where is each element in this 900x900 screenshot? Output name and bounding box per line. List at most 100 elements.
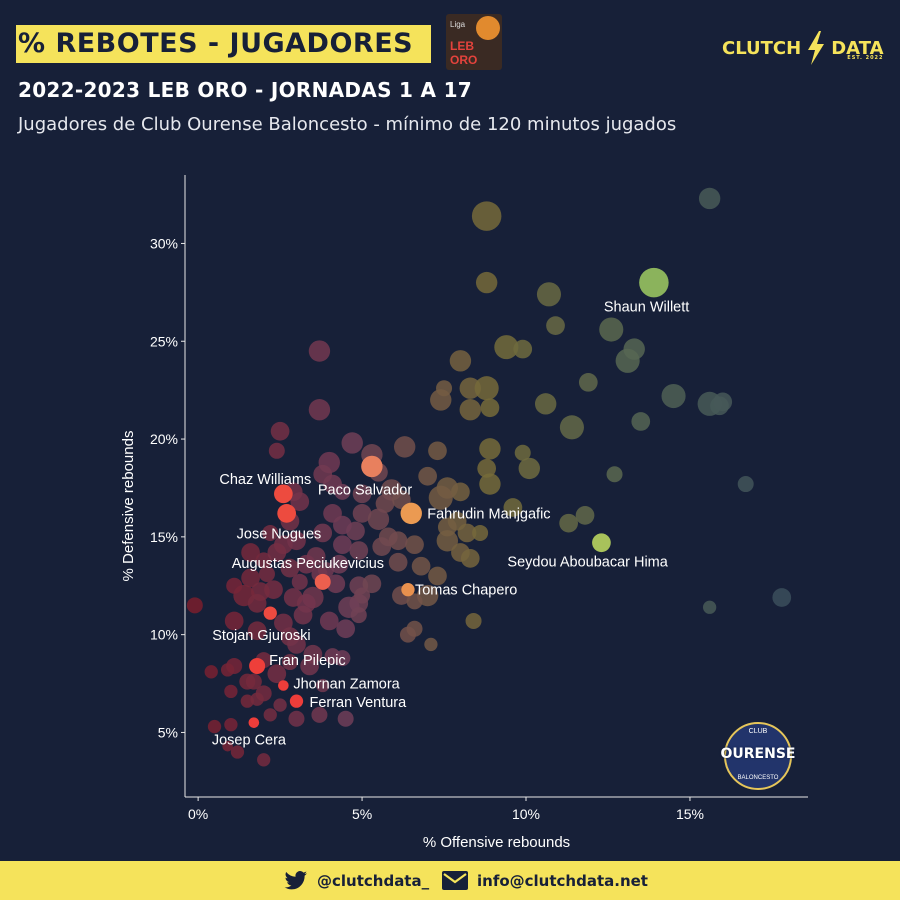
player-label: Shaun Willett xyxy=(604,300,689,316)
y-axis-label: % Defensive rebounds xyxy=(120,431,137,582)
data-point xyxy=(372,537,392,556)
data-point xyxy=(362,574,382,594)
data-point xyxy=(399,626,416,643)
y-tick-label: 15% xyxy=(150,529,178,545)
mail-icon xyxy=(442,871,468,890)
data-point xyxy=(291,573,308,590)
data-point xyxy=(268,442,285,459)
data-point xyxy=(224,684,238,699)
club-logo-name: OURENSE xyxy=(720,746,796,762)
data-point xyxy=(546,316,565,335)
data-point xyxy=(578,372,598,392)
data-point xyxy=(393,436,416,458)
data-point xyxy=(313,464,333,484)
data-point xyxy=(308,340,331,362)
data-point xyxy=(459,399,481,421)
data-point xyxy=(258,566,275,583)
data-point xyxy=(230,745,245,759)
data-point xyxy=(329,554,349,574)
highlighted-point xyxy=(592,533,611,553)
axes-layer: 5% 10% 15% 20% 25% 30% 0% 5% 10% 15% % Offensive r… xyxy=(120,175,808,851)
data-point xyxy=(336,619,356,639)
data-point xyxy=(424,637,438,652)
data-point xyxy=(518,457,540,480)
data-point xyxy=(437,517,457,537)
chart-title: % REBOTES - JUGADORES xyxy=(16,25,431,63)
data-point xyxy=(449,350,472,372)
data-point xyxy=(477,459,497,478)
data-point xyxy=(472,524,489,541)
x-tick-label: 5% xyxy=(352,806,372,822)
data-point xyxy=(334,483,351,500)
data-point xyxy=(288,710,305,727)
data-point xyxy=(575,505,595,525)
highlighted-point xyxy=(401,583,415,597)
player-label: Chaz Williams xyxy=(219,472,311,488)
highlighted-point xyxy=(278,680,289,691)
player-label: Jose Nogues xyxy=(237,526,322,542)
data-point xyxy=(465,612,482,629)
chart-subtitle: 2022-2023 LEB ORO - JORNADAS 1 A 17 xyxy=(18,78,472,102)
footer: @clutchdata_ info@clutchdata.net xyxy=(0,861,900,900)
data-point xyxy=(406,593,423,610)
data-point xyxy=(224,611,244,631)
club-logo-top: CLUB xyxy=(748,728,768,735)
data-point xyxy=(352,484,372,504)
data-point xyxy=(418,466,437,486)
clutch-data-logo: CLUTCH DATA EST. 2022 xyxy=(722,31,884,65)
y-tick-label: 10% xyxy=(150,627,178,643)
highlighted-point xyxy=(400,502,422,525)
y-tick-label: 5% xyxy=(158,724,178,740)
player-label: Fran Pilepic xyxy=(269,653,346,669)
data-point xyxy=(293,605,313,625)
data-point xyxy=(536,282,562,307)
data-point xyxy=(204,665,218,679)
y-tick-label: 30% xyxy=(150,235,178,251)
player-label: Ferran Ventura xyxy=(309,695,407,711)
data-point xyxy=(308,399,331,421)
data-point xyxy=(323,504,342,523)
data-point xyxy=(606,466,623,483)
data-point xyxy=(313,523,333,543)
liga-logo-line2: LEB ORO xyxy=(450,39,478,67)
data-point xyxy=(257,753,271,767)
data-point xyxy=(296,554,316,574)
data-point xyxy=(333,535,352,555)
data-point xyxy=(713,392,733,412)
others-layer xyxy=(186,187,792,767)
data-point xyxy=(661,383,686,409)
player-label: Jhornan Zamora xyxy=(293,677,400,693)
liga-logo-line1: Liga xyxy=(450,20,466,29)
twitter-handle-text: @clutchdata_ xyxy=(317,871,430,890)
data-point xyxy=(290,492,310,511)
player-label: Josep Cera xyxy=(212,733,287,749)
data-point xyxy=(475,271,498,294)
data-point xyxy=(436,530,459,552)
data-point xyxy=(283,588,303,607)
brand-right: DATA xyxy=(831,37,884,59)
data-point xyxy=(503,498,523,517)
data-point xyxy=(513,339,533,359)
player-label: Augustas Peciukevicius xyxy=(232,556,384,572)
y-tick-label: 25% xyxy=(150,333,178,349)
data-point xyxy=(428,441,447,461)
highlighted-point xyxy=(277,504,296,523)
data-point xyxy=(388,552,408,572)
twitter-handle[interactable]: @clutchdata_ xyxy=(284,861,429,900)
data-point xyxy=(559,415,584,440)
data-point xyxy=(186,597,203,614)
contact-email-text: info@clutchdata.net xyxy=(477,871,648,890)
data-point xyxy=(263,708,277,722)
data-point xyxy=(207,719,222,734)
player-label: Fahrudin Manjgafic xyxy=(427,506,550,522)
data-point xyxy=(428,485,453,510)
contact-email[interactable]: info@clutchdata.net xyxy=(442,861,648,900)
highlighted-point xyxy=(289,694,304,708)
data-point xyxy=(287,635,306,654)
data-point xyxy=(375,494,395,513)
player-label: Stojan Gjuroski xyxy=(212,628,310,644)
data-point xyxy=(460,549,480,568)
twitter-icon xyxy=(284,870,307,889)
basketball-icon xyxy=(476,16,500,40)
data-point xyxy=(411,556,431,576)
